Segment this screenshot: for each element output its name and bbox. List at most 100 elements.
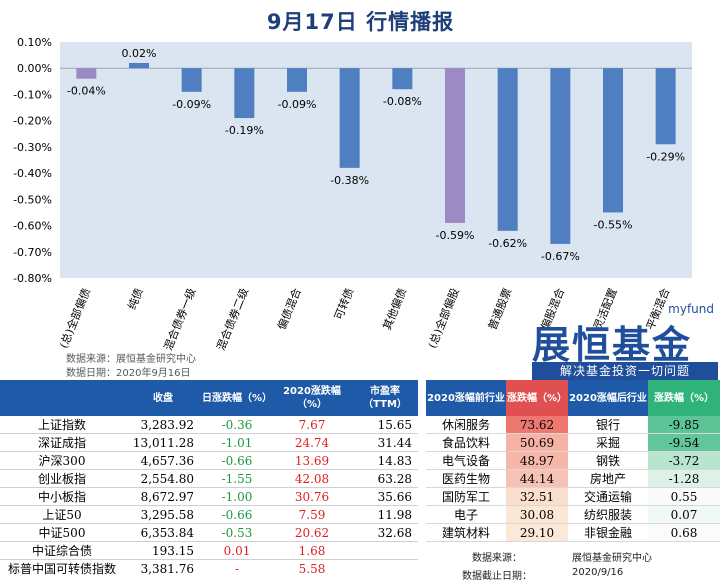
industry-cell-top: 建筑材料	[426, 523, 506, 542]
data-label: -0.19%	[225, 124, 264, 137]
bar-chart: 0.10% 0.00% -0.10% -0.20% -0.30% -0.40% -0.50%…	[13, 36, 692, 352]
index-cell-ytd: 30.76	[272, 487, 352, 506]
index-cell-day: -1.00	[202, 487, 272, 506]
bar	[603, 68, 623, 213]
logo-main-text: 展恒基金	[532, 323, 693, 367]
index-cell-pe: 11.98	[352, 505, 418, 524]
bar	[497, 68, 518, 231]
data-label: -0.67%	[541, 250, 580, 263]
bar	[550, 68, 571, 244]
x-tick-label: 普通股票	[485, 286, 514, 332]
industry-cell-bot: 采掘	[568, 433, 648, 452]
x-tick-label: 混合债券一级	[161, 286, 199, 352]
bar	[76, 68, 97, 79]
industry-row: 医药生物 44.14 房地产 -1.28	[426, 469, 720, 488]
index-cell-day: -0.66	[202, 451, 272, 470]
index-cell-close: 4,657.36	[124, 451, 202, 470]
x-tick-label: 偏债混合	[274, 286, 303, 332]
logo-small-text: myfund	[668, 302, 714, 316]
industry-cell-top: 电子	[426, 505, 506, 524]
index-col-header	[0, 380, 124, 416]
bar	[287, 68, 307, 92]
industry-cell-bot_val: 0.07	[648, 505, 720, 524]
index-cell-name: 沪深300	[0, 451, 124, 470]
index-cell-day: -0.53	[202, 523, 272, 542]
index-col-header: 收盘	[124, 380, 202, 416]
industry-cell-bot: 房地产	[568, 469, 648, 488]
data-label: -0.59%	[436, 229, 475, 242]
x-tick-label: (总)全部偏债	[56, 286, 93, 350]
industry-cell-bot: 银行	[568, 416, 648, 434]
industry-cell-bot_val: 0.68	[648, 523, 720, 542]
industry-cell-top_val: 73.62	[506, 416, 568, 434]
index-cell-name: 创业板指	[0, 469, 124, 488]
index-row: 中证综合债 193.15 0.01 1.68	[0, 541, 418, 560]
x-tick-label: 纯债	[125, 286, 146, 312]
index-cell-day: -	[234, 561, 240, 576]
y-tick-label: -0.60%	[13, 220, 52, 233]
index-cell-close: 13,011.28	[124, 433, 202, 452]
industry-row: 休闲服务 73.62 银行 -9.85	[426, 416, 720, 434]
industry-cell-bot: 钢铁	[568, 451, 648, 470]
page-title: 9月17日 行情播报	[266, 10, 455, 34]
index-cell-name: 上证指数	[0, 416, 124, 434]
index-cell-day: 0.01	[202, 541, 272, 560]
index-cell-name: 标普中国可转债指数	[7, 562, 116, 576]
data-label: -0.55%	[594, 218, 633, 231]
industry-col-header: 涨跌幅（%）	[648, 380, 720, 416]
bar	[234, 68, 255, 119]
x-tick-label: 其他偏债	[380, 286, 409, 332]
index-cell-pe: 35.66	[352, 487, 418, 506]
industry-cell-bot_val: -9.85	[648, 416, 720, 434]
industry-col-header: 2020涨幅后行业	[568, 380, 648, 416]
industry-row: 食品饮料 50.69 采掘 -9.54	[426, 433, 720, 452]
y-tick-label: -0.20%	[13, 115, 52, 128]
index-cell-pe: 31.44	[352, 433, 418, 452]
y-tick-label: -0.70%	[13, 246, 52, 259]
index-row: 上证指数 3,283.92 -0.36 7.67 15.65	[0, 416, 418, 434]
x-tick-label: 可转债	[331, 286, 356, 322]
index-cell-close: 193.15	[124, 541, 202, 560]
index-cell-close: 3,295.58	[124, 505, 202, 524]
footer-source-label: 数据来源：	[472, 553, 522, 564]
index-cell-ytd: 42.08	[272, 469, 352, 488]
y-tick-label: -0.40%	[13, 167, 52, 180]
index-col-header: 日涨跌幅（%）	[202, 380, 272, 416]
plot-area	[60, 42, 692, 278]
industry-cell-top_val: 32.51	[506, 487, 568, 506]
index-cell-ytd: 24.74	[272, 433, 352, 452]
bar	[339, 68, 360, 168]
index-cell-ytd: 13.69	[272, 451, 352, 470]
industry-cell-top: 食品饮料	[426, 433, 506, 452]
data-label: -0.09%	[172, 98, 211, 111]
bar	[445, 68, 465, 223]
index-cell-ytd: 20.62	[272, 523, 352, 542]
industry-row: 电气设备 48.97 钢铁 -3.72	[426, 451, 720, 470]
index-col-header: 2020涨跌幅（%）	[272, 380, 352, 416]
index-cell-ytd: 7.67	[272, 416, 352, 434]
industry-col-header: 2020涨幅前行业	[426, 380, 506, 416]
industry-cell-bot: 纺织服装	[568, 505, 648, 524]
index-cell-pe: 63.28	[352, 469, 418, 488]
index-cell-ytd: 7.59	[272, 505, 352, 524]
index-cell-day: -0.36	[202, 416, 272, 434]
index-cell-name: 深证成指	[0, 433, 124, 452]
industry-cell-top_val: 44.14	[506, 469, 568, 488]
industry-row: 电子 30.08 纺织服装 0.07	[426, 505, 720, 524]
logo-slogan: 解决基金投资一切问题	[532, 362, 718, 380]
brand-logo: myfund 展恒基金 解决基金投资一切问题	[532, 300, 720, 380]
index-row: 深证成指 13,011.28 -1.01 24.74 31.44	[0, 433, 418, 452]
industry-row: 国防军工 32.51 交通运输 0.55	[426, 487, 720, 506]
industry-cell-bot_val: -1.28	[648, 469, 720, 488]
y-tick-label: 0.10%	[17, 36, 52, 49]
industry-cell-bot_val: -9.54	[648, 433, 720, 452]
footer-source-value: 展恒基金研究中心	[572, 553, 652, 564]
industry-cell-top_val: 29.10	[506, 523, 568, 542]
index-cell-ytd: 5.58	[298, 561, 326, 576]
y-tick-label: 0.00%	[17, 62, 52, 75]
index-cell-close: 2,554.80	[124, 469, 202, 488]
index-cell-pe	[352, 541, 418, 560]
index-cell-day: -1.01	[202, 433, 272, 452]
industry-cell-bot_val: 0.55	[648, 487, 720, 506]
data-label: -0.38%	[330, 174, 369, 187]
